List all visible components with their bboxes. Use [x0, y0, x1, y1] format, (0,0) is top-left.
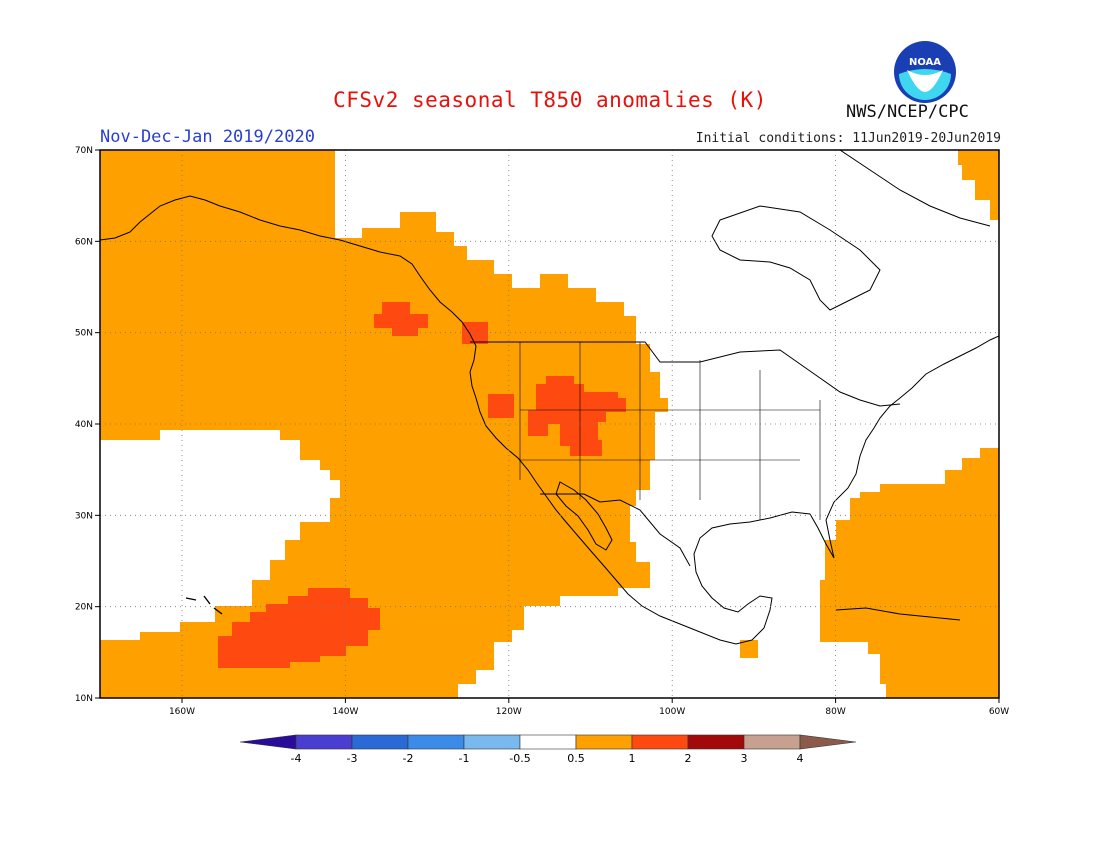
colorbar-swatch	[631, 734, 689, 750]
strong-anomaly-region-bc	[374, 302, 428, 336]
anomaly-fields	[100, 150, 999, 698]
colorbar-label: 3	[741, 752, 748, 765]
hudson-bay-coast	[711, 205, 881, 311]
colorbar-label: -1	[459, 752, 470, 765]
caribbean-islands	[835, 607, 961, 621]
longitude-axis: 160W 140W 120W 100W 80W 60W	[169, 698, 1009, 717]
lon-tick-label: 140W	[332, 707, 358, 717]
agency-label: NWS/NCEP/CPC	[846, 102, 969, 122]
colorbar-label: -2	[403, 752, 414, 765]
noaa-logo-text: NOAA	[909, 57, 941, 68]
baja-coast	[555, 481, 613, 551]
initial-conditions: Initial conditions: 11Jun2019-20Jun2019	[695, 131, 1001, 146]
strong-anomaly-region-or	[488, 394, 514, 418]
colorbar-label: 1	[629, 752, 636, 765]
colorbar-swatch	[407, 734, 465, 750]
hawaii-islands	[185, 595, 223, 615]
lon-tick-label: 60W	[989, 707, 1009, 717]
arctic-coast	[839, 150, 991, 227]
us-canada-border	[470, 341, 901, 407]
lon-tick-label: 80W	[825, 707, 845, 717]
noaa-logo-bird	[907, 70, 943, 92]
colorbar-swatch	[295, 734, 353, 750]
color-scale-bar: -4 -3 -2 -1 -0.5 0.5 1 2 3 4	[239, 734, 857, 765]
lat-tick-label: 30N	[75, 511, 93, 521]
colorbar-swatch	[743, 734, 801, 750]
colorbar-label: 2	[685, 752, 692, 765]
noaa-logo: NOAA	[894, 41, 956, 103]
coastline	[100, 195, 999, 645]
colorbar-swatch	[463, 734, 521, 750]
positive-anomaly-region-greenland	[958, 150, 999, 220]
strong-anomaly-region-pacific	[218, 588, 380, 668]
lat-tick-label: 10N	[75, 694, 93, 704]
lon-tick-label: 120W	[496, 707, 522, 717]
positive-anomaly-region-atlantic	[820, 448, 999, 698]
positive-anomaly-region-west	[100, 150, 668, 698]
colorbar-label: -4	[291, 752, 302, 765]
colorbar-low-arrow	[239, 734, 297, 750]
lat-tick-label: 20N	[75, 603, 93, 613]
colorbar-label: 0.5	[567, 752, 585, 765]
colorbar-swatch	[575, 734, 633, 750]
positive-anomaly-region-central-america	[740, 640, 758, 658]
colorbar-label: -0.5	[509, 752, 530, 765]
colorbar-label: 4	[797, 752, 804, 765]
lat-tick-label: 40N	[75, 420, 93, 430]
us-mexico-border	[540, 493, 691, 567]
colorbar-swatch	[687, 734, 745, 750]
latitude-axis: 70N 60N 50N 40N 30N 20N 10N	[75, 146, 100, 704]
map-title: CFSv2 seasonal T850 anomalies (K)	[333, 88, 767, 112]
colorbar-label: -3	[347, 752, 358, 765]
lon-tick-label: 160W	[169, 707, 195, 717]
lat-tick-label: 70N	[75, 146, 93, 156]
state-borders	[519, 342, 821, 520]
lat-tick-label: 60N	[75, 237, 93, 247]
strong-anomaly-region-rockies	[528, 376, 626, 456]
colorbar-high-arrow	[799, 734, 857, 750]
colorbar-swatch	[519, 734, 577, 750]
forecast-period: Nov-Dec-Jan 2019/2020	[100, 127, 315, 147]
lat-tick-label: 50N	[75, 329, 93, 339]
lon-tick-label: 100W	[659, 707, 685, 717]
coastlines-and-borders	[100, 150, 999, 645]
colorbar-swatch	[351, 734, 409, 750]
